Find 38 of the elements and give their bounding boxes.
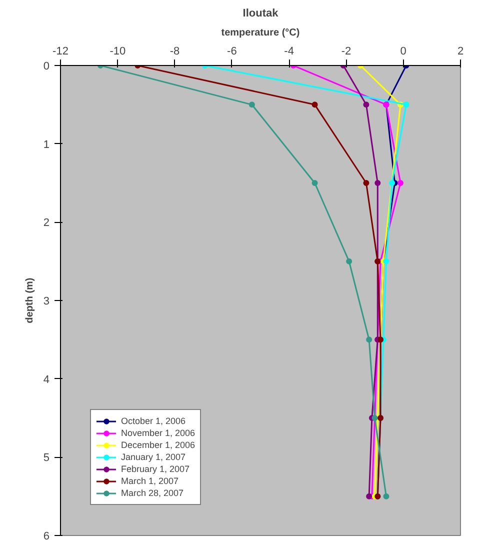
- y-tick-label: 2: [43, 217, 50, 230]
- y-tick-label: 4: [43, 374, 50, 386]
- point: [403, 102, 410, 108]
- y-axis-title: depth (m): [24, 278, 36, 324]
- y-tick-label: 0: [43, 60, 50, 72]
- x-tick-label: -8: [170, 46, 180, 58]
- x-tick-label: -6: [227, 46, 237, 58]
- point: [363, 102, 370, 108]
- point: [383, 258, 390, 264]
- x-tick-label: -4: [284, 46, 294, 58]
- x-tick-label: -12: [52, 46, 68, 58]
- legend-label: January 1, 2007: [121, 451, 186, 463]
- x-tick-label: 0: [400, 46, 406, 58]
- point: [366, 336, 372, 343]
- point: [248, 102, 255, 108]
- y-tick-label: 5: [43, 452, 50, 464]
- y-tick-label: 6: [43, 530, 50, 542]
- legend-label: March 1, 2007: [121, 475, 179, 487]
- point: [398, 180, 404, 186]
- y-tick-label: 3: [43, 296, 50, 308]
- x-tick-label: -2: [341, 46, 352, 58]
- x-tick-label: 2: [457, 46, 464, 58]
- point: [366, 493, 372, 500]
- chart-title: Iloutak: [242, 8, 280, 20]
- legend-label: October 1, 2006: [121, 415, 186, 427]
- point: [383, 493, 390, 500]
- point: [374, 180, 381, 186]
- legend-label: December 1, 2006: [121, 439, 196, 451]
- y-tick-label: 1: [43, 138, 50, 151]
- legend-label: November 1, 2006: [121, 427, 196, 439]
- point: [363, 180, 370, 186]
- x-axis-title: temperature (°C): [221, 28, 300, 38]
- legend-label: March 28, 2007: [121, 487, 184, 499]
- point: [312, 102, 318, 108]
- point: [312, 180, 318, 186]
- point: [346, 258, 352, 264]
- legend-label: February 1, 2007: [121, 463, 190, 475]
- x-tick-label: -10: [110, 46, 126, 58]
